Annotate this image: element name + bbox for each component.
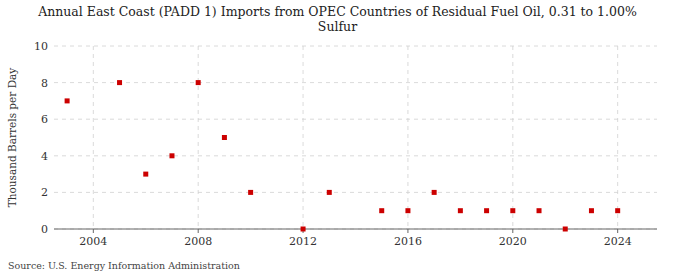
point (537, 208, 542, 213)
point (458, 208, 463, 213)
x-tick-label: 2012 (289, 235, 317, 248)
point (405, 208, 410, 213)
x-tick-label: 2004 (79, 235, 107, 248)
x-tick (198, 229, 199, 233)
point (379, 208, 384, 213)
grid-line-y (54, 119, 657, 120)
source-note: Source: U.S. Energy Information Administ… (8, 260, 240, 271)
point (327, 190, 332, 195)
grid-line-y (54, 82, 657, 83)
x-tick (617, 229, 618, 233)
y-tick-label: 4 (41, 150, 48, 163)
point (484, 208, 489, 213)
y-tick-label: 6 (41, 113, 48, 126)
point (248, 190, 253, 195)
grid-line-x (198, 46, 199, 229)
grid-line-x (617, 46, 618, 229)
point (432, 190, 437, 195)
point (117, 80, 122, 85)
x-tick (93, 229, 94, 233)
title-line: Annual East Coast (PADD 1) Imports from … (37, 4, 637, 19)
point (510, 208, 515, 213)
y-tick-label: 2 (41, 186, 48, 199)
x-tick (512, 229, 513, 233)
point (615, 208, 620, 213)
point (143, 172, 148, 177)
grid-line-x (512, 46, 513, 229)
grid-line-x (93, 46, 94, 229)
x-tick-label: 2024 (604, 235, 632, 248)
grid-line-x (407, 46, 408, 229)
grid (54, 46, 657, 229)
point (169, 153, 174, 158)
chart-container: Annual East Coast (PADD 1) Imports from … (0, 0, 675, 275)
grid-line-y (54, 46, 657, 47)
point (196, 80, 201, 85)
y-tick-label: 0 (41, 223, 48, 236)
y-axis-label: Thousand Barrels per Day (6, 68, 18, 208)
points (65, 80, 621, 231)
x-tick (407, 229, 408, 233)
y-tick-label: 8 (41, 77, 48, 90)
point (301, 227, 306, 232)
y-tick-label: 10 (34, 40, 48, 53)
x-tick-label: 2008 (184, 235, 212, 248)
x-tick-label: 2020 (499, 235, 527, 248)
point (65, 98, 70, 103)
point (563, 227, 568, 232)
grid-line-y (54, 192, 657, 193)
point (222, 135, 227, 140)
x-tick-label: 2016 (394, 235, 422, 248)
point (589, 208, 594, 213)
chart-svg: Annual East Coast (PADD 1) Imports from … (0, 0, 675, 275)
title: Annual East Coast (PADD 1) Imports from … (37, 4, 637, 34)
grid-line-y (54, 155, 657, 156)
title-line: Sulfur (318, 19, 357, 34)
grid-line-x (303, 46, 304, 229)
